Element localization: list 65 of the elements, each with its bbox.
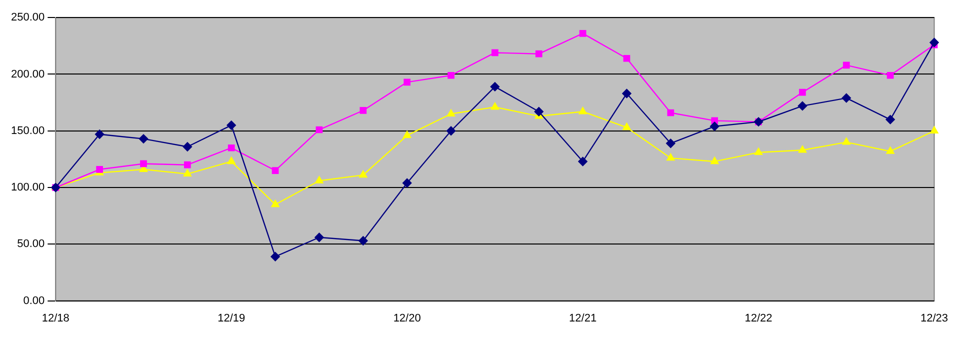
point: [535, 50, 542, 58]
point: [271, 200, 280, 208]
point: [578, 107, 587, 114]
x-tick-label: 12/20: [393, 312, 421, 324]
point: [140, 160, 147, 168]
point: [622, 122, 631, 130]
y-tick-label: 150.00: [10, 124, 45, 137]
point: [446, 109, 456, 116]
point: [403, 130, 412, 138]
point: [710, 122, 720, 131]
point: [578, 156, 588, 166]
point: [227, 156, 236, 164]
x-tick-label: 12/18: [42, 312, 70, 324]
point: [360, 107, 367, 114]
point: [799, 88, 806, 96]
point: [930, 126, 938, 134]
point: [94, 130, 104, 139]
point: [184, 161, 191, 168]
point: [402, 178, 412, 188]
point: [183, 169, 192, 177]
y-tick-label: 200.00: [10, 68, 45, 80]
point: [138, 134, 148, 144]
point: [358, 236, 368, 246]
point: [404, 78, 411, 86]
y-tick-label: 50.00: [17, 238, 45, 250]
point: [798, 101, 808, 111]
point: [270, 252, 280, 262]
point: [492, 49, 498, 56]
point: [228, 144, 235, 152]
point: [623, 54, 630, 62]
point: [930, 38, 939, 48]
point: [842, 138, 850, 145]
point: [490, 102, 500, 110]
y-tick-label: 250.00: [10, 12, 45, 24]
point: [316, 126, 323, 134]
y-tick-label: 100.00: [10, 182, 45, 194]
point: [226, 120, 236, 130]
x-tick-label: 12/19: [218, 312, 246, 324]
point: [182, 142, 192, 152]
point: [754, 148, 763, 156]
x-tick-label: 12/21: [569, 312, 597, 324]
point: [579, 30, 586, 37]
point: [667, 109, 674, 116]
point: [490, 82, 500, 92]
point: [96, 166, 104, 173]
point: [886, 146, 894, 154]
point: [666, 153, 675, 161]
point: [315, 176, 324, 184]
point: [666, 138, 676, 148]
x-tick-label: 12/23: [920, 312, 948, 324]
point: [359, 170, 368, 178]
point: [272, 167, 279, 174]
point: [710, 156, 719, 164]
point: [446, 126, 456, 136]
point: [842, 62, 850, 69]
x-tick-label: 12/22: [744, 312, 772, 324]
point: [314, 232, 324, 242]
point: [886, 114, 895, 124]
point: [842, 93, 851, 103]
point: [534, 107, 544, 116]
point: [448, 72, 454, 79]
point: [622, 88, 632, 98]
y-tick-label: 0.00: [23, 294, 45, 307]
point: [886, 72, 894, 79]
point: [798, 146, 807, 153]
